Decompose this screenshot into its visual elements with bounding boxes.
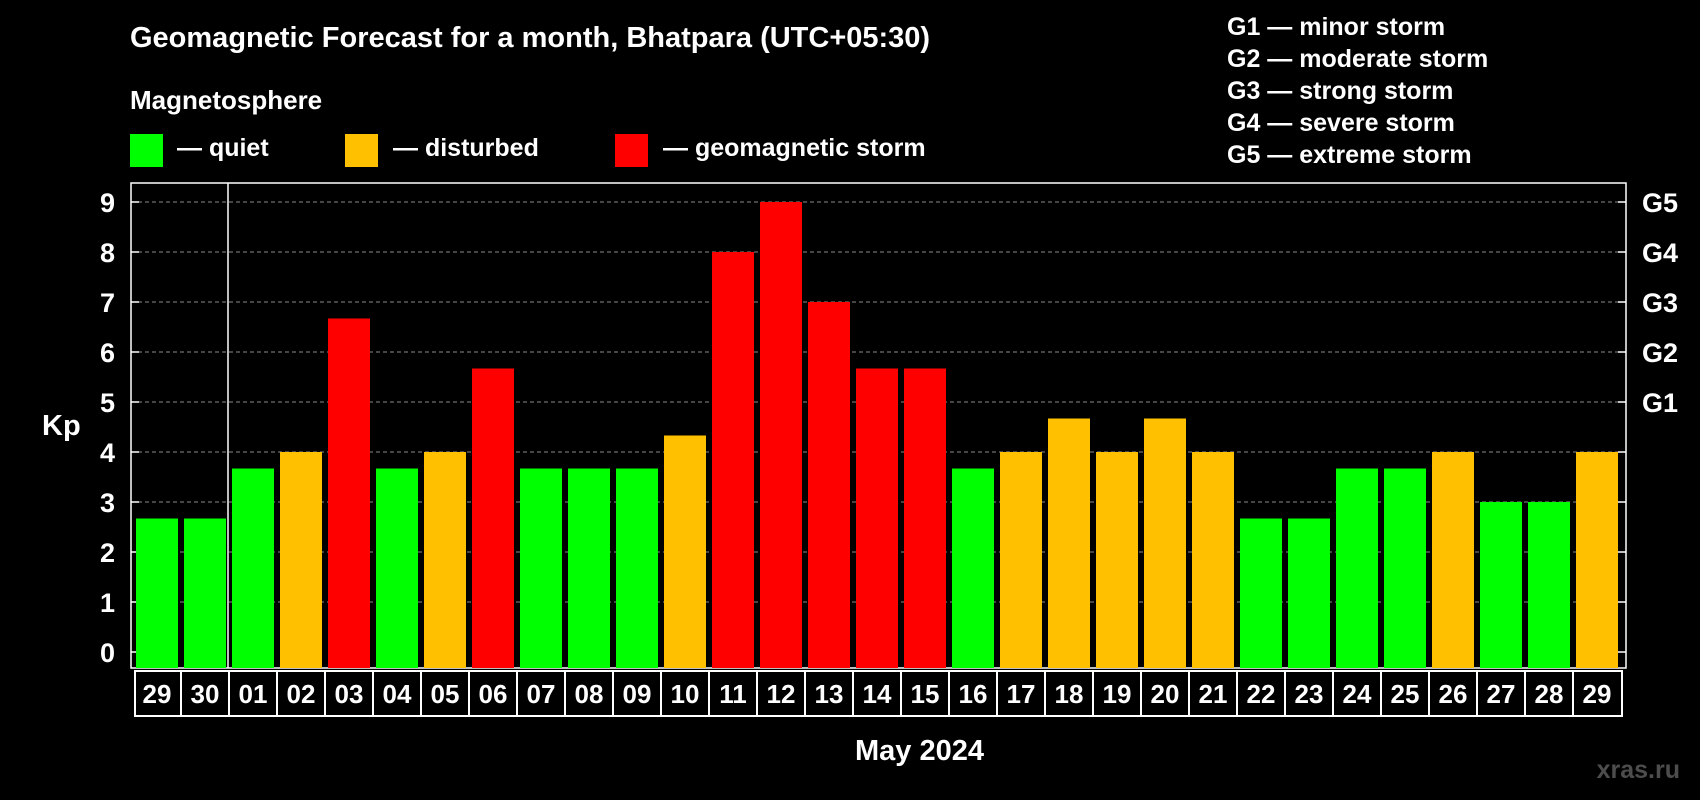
x-tick-label: 13 [815, 679, 844, 709]
right-axis-label: G2 [1642, 338, 1678, 368]
x-tick-label: 04 [383, 679, 412, 709]
right-axis-label: G1 [1642, 388, 1678, 418]
g1-legend-item: G1 — minor storm [1227, 13, 1446, 41]
bar-28 [1480, 502, 1522, 668]
bar-30 [1576, 452, 1618, 668]
x-tick-label: 17 [1007, 679, 1036, 709]
y-tick-label: 3 [100, 488, 115, 518]
x-tick-label: 15 [911, 679, 940, 709]
x-tick-label: 03 [335, 679, 364, 709]
bar-24 [1288, 518, 1330, 668]
bar-19 [1048, 418, 1090, 668]
right-axis-label: G4 [1642, 238, 1678, 268]
x-tick-label: 08 [575, 679, 604, 709]
x-tick-label: 26 [1439, 679, 1468, 709]
y-tick-label: 8 [100, 238, 115, 268]
x-tick-label: 05 [431, 679, 460, 709]
legend-swatch-disturbed [345, 134, 378, 167]
chart-title: Geomagnetic Forecast for a month, Bhatpa… [130, 22, 931, 54]
x-tick-label: 10 [671, 679, 700, 709]
x-tick-label: 19 [1103, 679, 1132, 709]
bar-0 [136, 518, 178, 668]
x-tick-label: 20 [1151, 679, 1180, 709]
bar-21 [1144, 418, 1186, 668]
bar-12 [712, 252, 754, 668]
right-axis-label: G5 [1642, 188, 1678, 218]
legend-label-disturbed: — disturbed [393, 134, 539, 162]
x-axis-label: May 2024 [855, 735, 984, 767]
bar-23 [1240, 518, 1282, 668]
x-tick-label: 28 [1535, 679, 1564, 709]
g4-legend-item: G4 — severe storm [1227, 109, 1455, 137]
bar-14 [808, 302, 850, 668]
bar-5 [376, 468, 418, 668]
legend-swatch-storm [615, 134, 648, 167]
x-tick-label: 02 [287, 679, 316, 709]
x-tick-label: 16 [959, 679, 988, 709]
date-axis-box [134, 670, 1623, 717]
x-tick-label: 12 [767, 679, 796, 709]
bar-25 [1336, 468, 1378, 668]
x-tick-label: 29 [1583, 679, 1612, 709]
bar-26 [1384, 468, 1426, 668]
bar-1 [184, 518, 226, 668]
bar-8 [520, 468, 562, 668]
x-tick-label: 01 [239, 679, 268, 709]
bar-16 [904, 368, 946, 668]
x-tick-label: 30 [191, 679, 220, 709]
y-tick-label: 5 [100, 388, 115, 418]
x-tick-label: 29 [143, 679, 172, 709]
y-tick-label: 9 [100, 188, 115, 218]
bar-17 [952, 468, 994, 668]
legend-label-quiet: — quiet [177, 134, 269, 162]
y-tick-label: 2 [100, 538, 115, 568]
watermark: xras.ru [1596, 756, 1680, 784]
x-tick-label: 14 [863, 679, 892, 709]
y-axis-label: Kp [42, 410, 81, 442]
bar-20 [1096, 452, 1138, 668]
x-tick-label: 25 [1391, 679, 1420, 709]
bar-3 [280, 452, 322, 668]
x-tick-label: 18 [1055, 679, 1084, 709]
y-tick-label: 4 [100, 438, 115, 468]
bar-13 [760, 202, 802, 668]
bar-18 [1000, 452, 1042, 668]
g5-legend-item: G5 — extreme storm [1227, 141, 1472, 169]
bar-2 [232, 468, 274, 668]
right-axis-label: G3 [1642, 288, 1678, 318]
x-tick-label: 27 [1487, 679, 1516, 709]
x-tick-label: 23 [1295, 679, 1324, 709]
bar-7 [472, 368, 514, 668]
bar-11 [664, 435, 706, 668]
y-tick-label: 7 [100, 288, 115, 318]
g2-legend-item: G2 — moderate storm [1227, 45, 1489, 73]
x-tick-label: 21 [1199, 679, 1228, 709]
x-tick-label: 22 [1247, 679, 1276, 709]
y-tick-label: 6 [100, 338, 115, 368]
bar-27 [1432, 452, 1474, 668]
x-tick-label: 24 [1343, 679, 1372, 709]
bar-10 [616, 468, 658, 668]
x-tick-label: 11 [719, 679, 747, 709]
x-tick-label: 09 [623, 679, 652, 709]
bar-15 [856, 368, 898, 668]
bar-29 [1528, 502, 1570, 668]
y-tick-label: 0 [100, 638, 115, 668]
x-tick-label: 07 [527, 679, 556, 709]
bar-6 [424, 452, 466, 668]
g3-legend-item: G3 — strong storm [1227, 77, 1454, 105]
legend-label-storm: — geomagnetic storm [663, 134, 926, 162]
bar-22 [1192, 452, 1234, 668]
x-tick-label: 06 [479, 679, 508, 709]
bar-9 [568, 468, 610, 668]
magnetosphere-heading: Magnetosphere [130, 85, 323, 115]
y-tick-label: 1 [100, 588, 115, 618]
bar-4 [328, 318, 370, 668]
legend-swatch-quiet [130, 134, 163, 167]
